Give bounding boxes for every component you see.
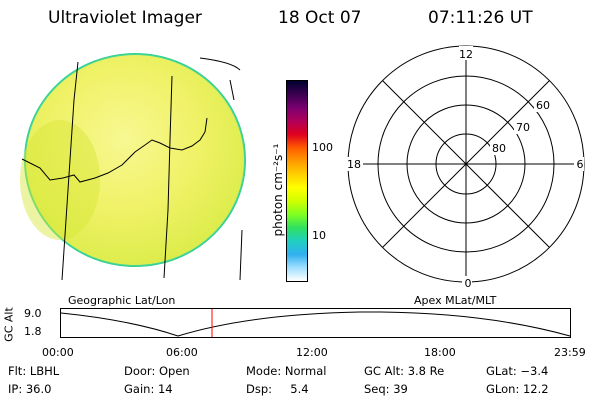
colorbar-tick-100: 100 <box>312 141 333 154</box>
info-gain: Gain: 14 <box>124 382 173 396</box>
altitude-curve <box>60 311 571 337</box>
lat-label-60: 60 <box>536 99 550 112</box>
colorbar-tick-10: 10 <box>312 229 326 242</box>
info-glon: GLon: 12.2 <box>486 382 549 396</box>
instrument-title: Ultraviolet Imager <box>48 8 202 28</box>
altitude-y-tick-max: 9.0 <box>24 307 42 320</box>
image-caption: Geographic Lat/Lon <box>68 294 176 307</box>
uv-image-panel <box>20 53 246 281</box>
info-door: Door: Open <box>124 364 190 378</box>
colorbar-unit-label: photon cm⁻²s⁻¹ <box>271 143 285 237</box>
lat-label-70: 70 <box>516 121 530 134</box>
observation-time: 07:11:26 UT <box>428 8 533 28</box>
colorbar <box>286 80 308 282</box>
info-mode: Mode: Normal <box>246 364 327 378</box>
time-tick-2359: 23:59 <box>554 346 586 359</box>
observation-date: 18 Oct 07 <box>278 8 362 28</box>
info-glat: GLat: −3.4 <box>486 364 549 378</box>
info-filter: Flt: LBHL <box>8 364 60 378</box>
mlt-label-12: 12 <box>459 48 473 61</box>
lat-label-80: 80 <box>492 142 506 155</box>
mlt-label-6: 6 <box>577 158 584 171</box>
geographic-overlay <box>21 57 243 281</box>
info-dsp: Dsp: 5.4 <box>246 382 309 396</box>
mlt-label-0: 0 <box>465 277 472 290</box>
info-seq: Seq: 39 <box>364 382 408 396</box>
altitude-plot <box>60 308 571 338</box>
time-tick-0000: 00:00 <box>42 346 74 359</box>
polar-caption: Apex MLat/MLT <box>414 294 497 307</box>
time-tick-0600: 06:00 <box>166 346 198 359</box>
info-ip: IP: 36.0 <box>8 382 52 396</box>
time-tick-1800: 18:00 <box>424 346 456 359</box>
info-gc-alt: GC Alt: 3.8 Re <box>364 364 445 378</box>
mlt-label-18: 18 <box>347 158 361 171</box>
altitude-y-tick-min: 1.8 <box>24 325 42 338</box>
polar-grid-panel: 12 18 6 0 60 70 80 <box>345 45 585 290</box>
altitude-y-label: GC Alt <box>2 307 16 342</box>
time-tick-1200: 12:00 <box>296 346 328 359</box>
